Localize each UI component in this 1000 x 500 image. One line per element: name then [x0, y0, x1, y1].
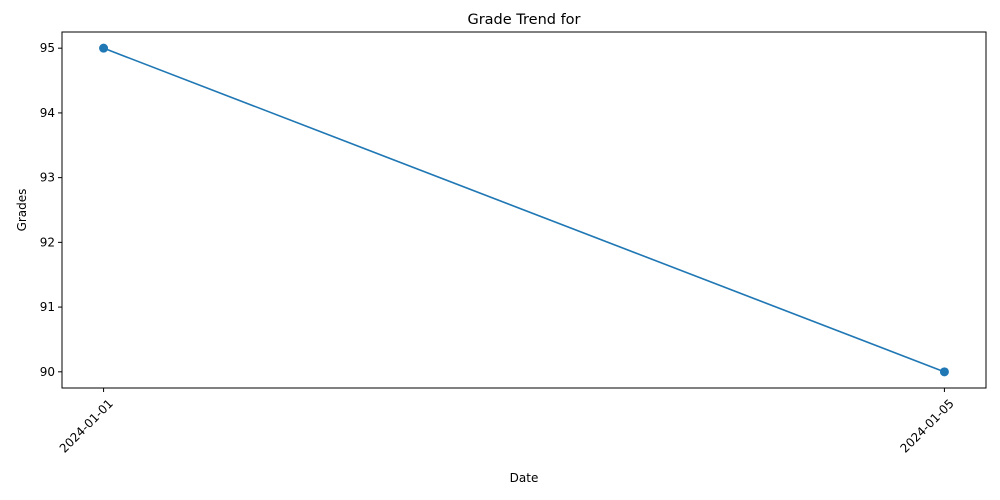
- chart-title: Grade Trend for: [467, 12, 580, 28]
- y-tick-label: 93: [40, 171, 55, 185]
- y-axis-label: Grades: [15, 189, 29, 232]
- y-tick-label: 94: [40, 106, 55, 120]
- y-tick-label: 91: [40, 300, 55, 314]
- y-tick-label: 92: [40, 235, 55, 249]
- plot-series: [99, 43, 949, 377]
- y-tick-label: 95: [40, 41, 55, 55]
- y-axis-ticks: 90 91 92 93 94 95: [40, 41, 62, 379]
- series-line: [103, 47, 945, 373]
- data-point-marker: [939, 367, 949, 377]
- data-point-marker: [99, 43, 109, 53]
- plot-frame: [61, 31, 987, 389]
- y-tick-label: 90: [40, 365, 55, 379]
- x-axis-label: Date: [510, 471, 539, 485]
